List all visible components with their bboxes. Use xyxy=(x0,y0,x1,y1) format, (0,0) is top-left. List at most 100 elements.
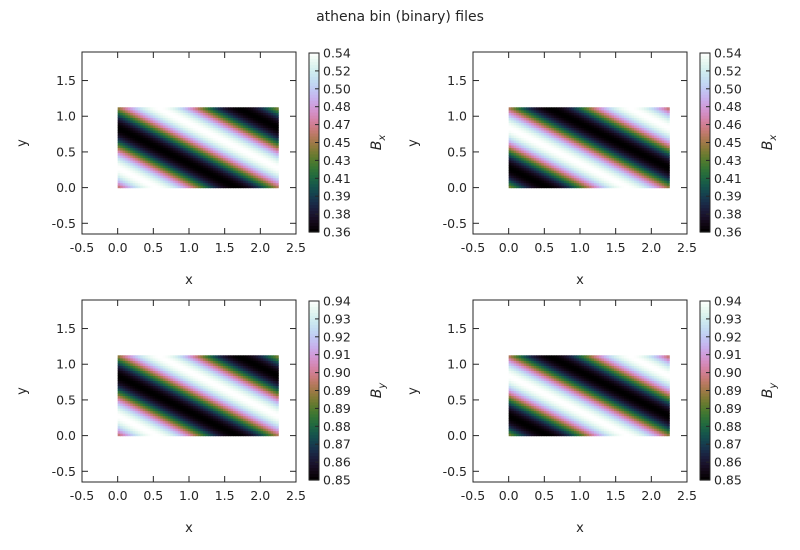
heatmap-cell xyxy=(581,154,585,159)
heatmap-cell xyxy=(634,165,638,169)
colorbar-segment xyxy=(309,205,319,209)
heatmap-cell xyxy=(576,119,580,123)
heatmap-cell xyxy=(160,132,164,136)
heatmap-cell xyxy=(664,142,668,146)
heatmap-cell xyxy=(160,137,164,141)
heatmap-cell xyxy=(619,175,623,179)
heatmap-cell xyxy=(125,137,129,141)
heatmap-cell xyxy=(608,134,613,139)
heatmap-cell xyxy=(646,139,650,144)
heatmap-cell xyxy=(601,165,605,169)
colorbar-segment xyxy=(309,208,319,212)
heatmap-cell xyxy=(160,397,164,402)
heatmap-cell xyxy=(120,390,124,394)
heatmap-cell xyxy=(155,127,159,131)
heatmap-cell xyxy=(195,107,199,111)
heatmap-cell xyxy=(212,182,217,186)
heatmap-cell xyxy=(571,122,575,126)
heatmap-cell xyxy=(238,124,242,128)
colorbar-segment xyxy=(700,145,710,150)
heatmap-cell xyxy=(177,109,181,113)
heatmap-cell xyxy=(147,172,151,176)
heatmap-cell xyxy=(240,144,244,149)
colorbar-segment xyxy=(309,226,319,230)
heatmap-cell xyxy=(641,182,645,186)
heatmap-cell xyxy=(571,182,575,186)
heatmap-cell xyxy=(127,392,131,397)
heatmap-cell xyxy=(619,124,623,128)
heatmap-cell xyxy=(556,170,560,174)
heatmap-cell xyxy=(145,415,149,419)
heatmap-cell xyxy=(588,152,593,156)
heatmap-cell xyxy=(240,122,244,126)
heatmap-cell xyxy=(268,165,272,169)
heatmap-cell xyxy=(659,142,663,146)
heatmap-cell xyxy=(150,400,154,404)
heatmap-cell xyxy=(556,139,560,144)
colorbar-segment xyxy=(309,223,319,227)
heatmap-cell xyxy=(172,149,176,154)
heatmap-cell xyxy=(253,109,257,113)
heatmap-cell xyxy=(583,177,588,181)
heatmap-cell xyxy=(571,157,575,161)
heatmap-cell xyxy=(255,137,259,141)
heatmap-cell xyxy=(508,147,512,151)
heatmap-cell xyxy=(245,172,249,176)
heatmap-cell xyxy=(150,408,154,412)
heatmap-cell xyxy=(268,147,272,151)
heatmap-cell xyxy=(270,139,274,144)
heatmap-cell xyxy=(664,154,668,159)
heatmap-cell xyxy=(170,117,174,121)
heatmap-cell xyxy=(165,357,169,361)
heatmap-cell xyxy=(155,112,159,116)
heatmap-cell xyxy=(533,142,537,146)
heatmap-cell xyxy=(150,129,154,134)
heatmap-cell xyxy=(165,119,169,123)
heatmap-cell xyxy=(137,124,141,128)
heatmap-cell xyxy=(165,400,169,404)
heatmap-cell xyxy=(155,157,159,161)
heatmap-cell xyxy=(626,107,630,111)
heatmap-cell xyxy=(137,175,141,179)
heatmap-cell xyxy=(245,109,249,113)
heatmap-cell xyxy=(137,367,141,371)
heatmap-cell xyxy=(122,129,126,134)
heatmap-cell xyxy=(546,109,550,113)
heatmap-cell xyxy=(616,180,620,184)
heatmap-cell xyxy=(140,382,144,387)
heatmap-cell xyxy=(273,154,277,159)
heatmap-cell xyxy=(187,119,191,123)
heatmap-cell xyxy=(566,124,570,128)
heatmap-cell xyxy=(654,109,658,113)
heatmap-cell xyxy=(150,127,154,131)
colorbar-segment xyxy=(309,214,319,218)
heatmap-cell xyxy=(187,134,191,139)
heatmap-cell xyxy=(654,182,658,186)
heatmap-cell xyxy=(588,112,593,116)
heatmap-cell xyxy=(644,147,648,151)
heatmap-cell xyxy=(649,132,653,136)
heatmap-cell xyxy=(260,170,264,174)
heatmap-cell xyxy=(621,129,625,134)
heatmap-cell xyxy=(566,112,570,116)
heatmap-cell xyxy=(651,180,655,184)
heatmap-cell xyxy=(215,165,219,169)
heatmap-cell xyxy=(551,185,555,189)
heatmap-cell xyxy=(558,132,562,136)
heatmap-cell xyxy=(192,162,197,166)
heatmap-cell xyxy=(568,167,572,171)
heatmap-cell xyxy=(157,362,161,366)
heatmap-cell xyxy=(273,172,277,176)
heatmap-cell xyxy=(122,127,126,131)
heatmap-cell xyxy=(634,162,638,166)
heatmap-cell xyxy=(180,139,184,144)
heatmap-cell xyxy=(205,107,209,111)
colorbar-segment xyxy=(309,127,319,132)
heatmap-cell xyxy=(606,162,610,166)
heatmap-cell xyxy=(147,170,151,174)
heatmap-cell xyxy=(155,167,159,171)
heatmap-cell xyxy=(253,112,257,116)
heatmap-cell xyxy=(117,172,121,176)
heatmap-cell xyxy=(225,170,229,174)
heatmap-cell xyxy=(145,127,149,131)
